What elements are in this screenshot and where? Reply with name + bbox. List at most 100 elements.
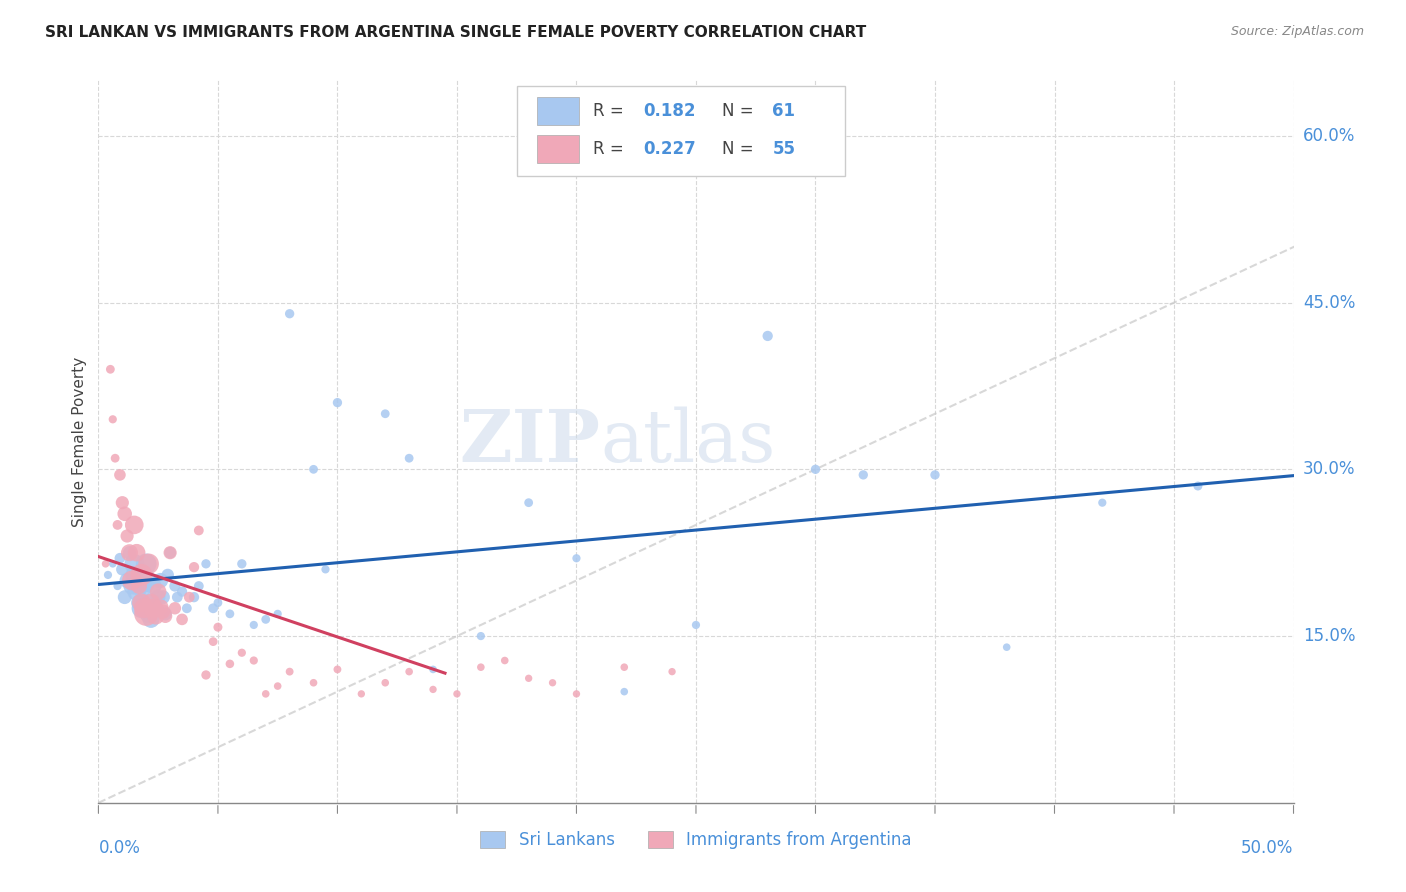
Text: N =: N =: [723, 102, 759, 120]
Point: [267, 679, 290, 693]
Point: [470, 629, 492, 643]
Point: [149, 600, 172, 615]
Point: [132, 574, 155, 588]
Point: [131, 579, 153, 593]
Point: [138, 607, 160, 621]
Point: [565, 687, 588, 701]
Point: [111, 496, 134, 510]
Point: [254, 612, 277, 626]
Point: [125, 546, 148, 560]
Point: [326, 662, 349, 676]
Point: [131, 568, 153, 582]
Point: [541, 675, 564, 690]
Text: 30.0%: 30.0%: [1303, 460, 1355, 478]
Point: [125, 584, 148, 599]
Point: [350, 687, 373, 701]
Point: [148, 590, 170, 604]
Bar: [537, 136, 579, 163]
Point: [149, 574, 172, 588]
Point: [219, 607, 242, 621]
Point: [152, 605, 174, 619]
Point: [97, 568, 120, 582]
Point: [128, 596, 150, 610]
Point: [114, 507, 136, 521]
Point: [398, 665, 420, 679]
Point: [446, 687, 468, 701]
Point: [166, 590, 188, 604]
Point: [302, 462, 325, 476]
Point: [422, 662, 444, 676]
Point: [107, 579, 129, 593]
Point: [155, 609, 177, 624]
Point: [494, 653, 516, 667]
Point: [159, 546, 181, 560]
Point: [183, 560, 205, 574]
Point: [315, 562, 337, 576]
Point: [131, 601, 153, 615]
Point: [852, 467, 875, 482]
Point: [176, 601, 198, 615]
Text: 45.0%: 45.0%: [1303, 293, 1355, 311]
Point: [118, 546, 141, 560]
Point: [207, 596, 229, 610]
Point: [565, 551, 588, 566]
Point: [108, 467, 131, 482]
Point: [124, 517, 146, 532]
Point: [202, 634, 225, 648]
Point: [187, 579, 209, 593]
Text: 50.0%: 50.0%: [1241, 838, 1294, 857]
Bar: [537, 97, 579, 125]
Point: [398, 451, 420, 466]
Point: [145, 601, 167, 615]
Point: [124, 557, 146, 571]
Point: [132, 601, 155, 615]
Text: SRI LANKAN VS IMMIGRANTS FROM ARGENTINA SINGLE FEMALE POVERTY CORRELATION CHART: SRI LANKAN VS IMMIGRANTS FROM ARGENTINA …: [45, 25, 866, 40]
Point: [231, 646, 253, 660]
Point: [115, 574, 138, 588]
Legend: Sri Lankans, Immigrants from Argentina: Sri Lankans, Immigrants from Argentina: [474, 824, 918, 856]
Point: [207, 620, 229, 634]
Point: [243, 653, 266, 667]
Point: [219, 657, 242, 671]
Point: [195, 557, 218, 571]
Point: [145, 609, 167, 624]
Text: 61: 61: [772, 102, 796, 120]
Point: [155, 607, 177, 621]
Point: [135, 557, 157, 571]
Point: [139, 596, 162, 610]
Point: [138, 557, 160, 571]
Point: [302, 675, 325, 690]
Point: [195, 668, 218, 682]
Point: [278, 307, 301, 321]
Point: [128, 579, 150, 593]
Point: [135, 607, 157, 621]
Point: [374, 675, 396, 690]
Point: [374, 407, 396, 421]
Text: 55: 55: [772, 140, 796, 158]
Text: R =: R =: [593, 140, 630, 158]
Point: [121, 574, 143, 588]
Point: [101, 557, 124, 571]
Point: [111, 562, 134, 576]
Text: 15.0%: 15.0%: [1303, 627, 1355, 645]
Point: [278, 665, 301, 679]
Point: [172, 584, 194, 599]
Point: [124, 568, 146, 582]
Point: [148, 584, 170, 599]
Point: [101, 412, 124, 426]
Point: [108, 551, 131, 566]
Point: [179, 590, 201, 604]
Text: Source: ZipAtlas.com: Source: ZipAtlas.com: [1230, 25, 1364, 38]
Point: [613, 684, 636, 698]
Point: [156, 568, 179, 582]
Point: [804, 462, 827, 476]
Point: [152, 590, 174, 604]
Point: [517, 671, 540, 685]
Point: [1187, 479, 1209, 493]
Point: [118, 546, 141, 560]
Point: [142, 579, 165, 593]
Text: ZIP: ZIP: [460, 406, 600, 477]
Point: [163, 579, 186, 593]
Point: [613, 660, 636, 674]
Point: [202, 601, 225, 615]
